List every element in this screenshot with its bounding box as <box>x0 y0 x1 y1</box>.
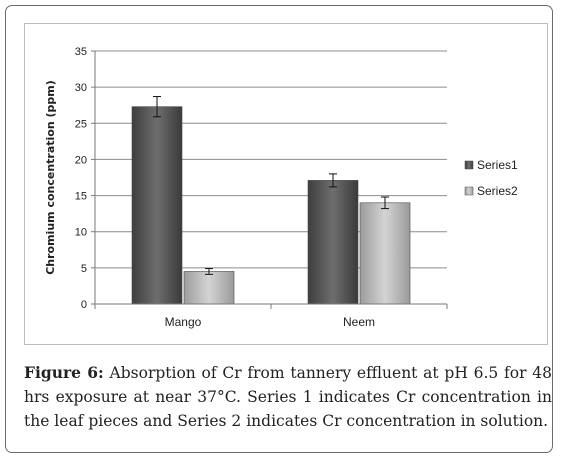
y-tick-label: 15 <box>75 191 87 203</box>
caption-text: Absorption of Cr from tannery effluent a… <box>24 364 552 430</box>
figure-frame: 0 5 10 15 20 25 30 35 Chromium concentration (pp… <box>5 5 553 453</box>
legend-swatch <box>464 160 474 170</box>
x-category-label: Neem <box>343 315 375 329</box>
bar <box>131 106 183 305</box>
x-category-label: Mango <box>165 315 202 329</box>
y-tick-label: 0 <box>81 299 87 311</box>
y-tick-label: 35 <box>75 46 87 58</box>
legend-swatch <box>464 186 474 196</box>
bar <box>183 271 235 305</box>
bar <box>307 180 359 305</box>
legend-label: Series2 <box>477 184 518 198</box>
y-tick-label: 5 <box>81 263 87 275</box>
bar-chart: 0 5 10 15 20 25 30 35 Chromium concentration (pp… <box>44 46 518 329</box>
y-tick-label: 30 <box>75 82 87 94</box>
caption-label: Figure 6: <box>24 363 104 382</box>
legend-label: Series1 <box>477 158 518 172</box>
bar <box>359 202 411 305</box>
chart-area: 0 5 10 15 20 25 30 35 Chromium concentration (pp… <box>24 23 548 345</box>
y-tick-label: 10 <box>75 227 87 239</box>
figure-caption: Figure 6: Absorption of Cr from tannery … <box>24 361 552 433</box>
y-tick-label: 25 <box>75 118 87 130</box>
y-tick-label: 20 <box>75 154 87 166</box>
y-axis-label: Chromium concentration (ppm) <box>44 80 57 275</box>
